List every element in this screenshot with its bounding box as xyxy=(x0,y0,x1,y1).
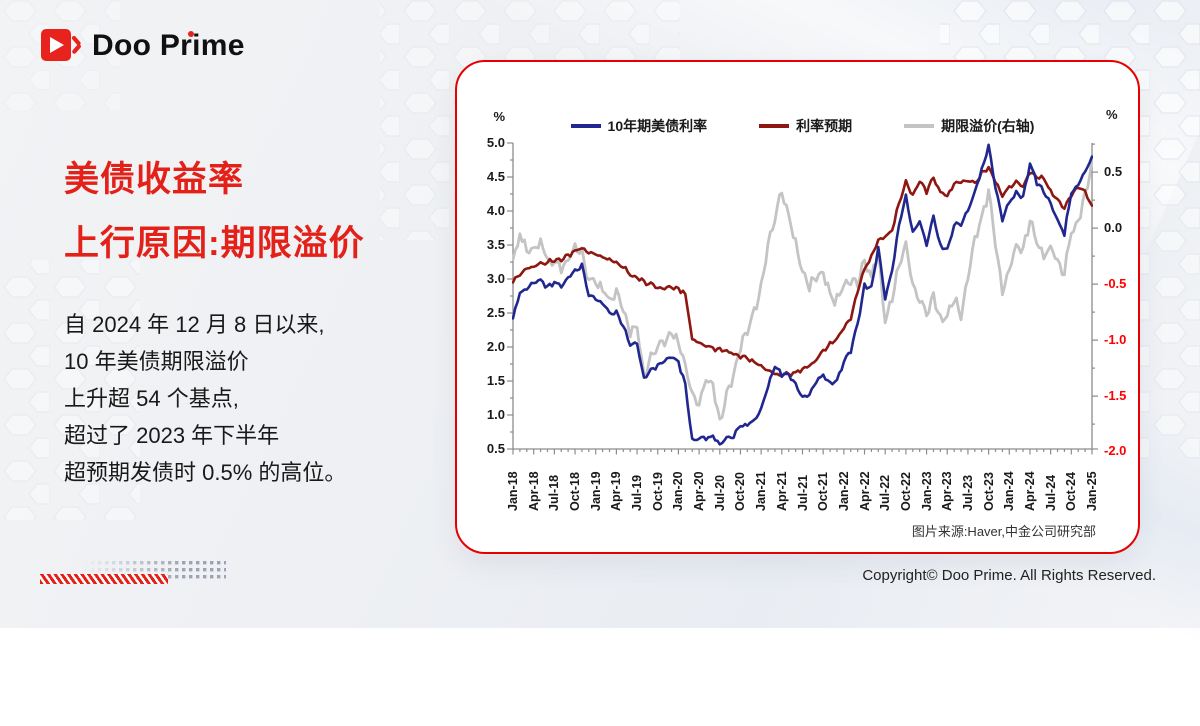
x-axis-tick-label: Jul-23 xyxy=(960,474,975,511)
x-axis-tick-label: Apr-19 xyxy=(609,471,624,511)
legend-item: 期限溢价(右轴) xyxy=(904,116,1034,136)
x-axis-tick-label: Jul-18 xyxy=(547,474,562,511)
legend-label: 利率预期 xyxy=(796,118,853,134)
left-axis-tick-label: 0.5 xyxy=(486,441,505,456)
x-axis-tick-label: Oct-20 xyxy=(733,472,748,511)
legend-label: 10年期美债利率 xyxy=(607,118,708,134)
x-axis-tick-label: Apr-24 xyxy=(1022,471,1037,511)
right-axis-tick-label: -0.5 xyxy=(1104,276,1127,292)
x-axis-tick-label: Jul-24 xyxy=(1043,474,1058,511)
right-axis-tick-label: -2.0 xyxy=(1104,443,1127,458)
copyright-text: Copyright© Doo Prime. All Rights Reserve… xyxy=(862,567,1156,584)
x-axis-tick-label: Oct-24 xyxy=(1064,472,1079,511)
left-axis-tick-label: 2.5 xyxy=(486,305,505,320)
x-axis-tick-label: Jan-23 xyxy=(919,471,934,511)
left-axis-tick-label: 4.0 xyxy=(486,203,505,218)
left-axis-tick-label: 1.5 xyxy=(486,373,505,388)
x-axis-tick-label: Oct-21 xyxy=(816,472,831,511)
legend-label: 期限溢价(右轴) xyxy=(941,118,1035,134)
right-axis-tick-label: -1.5 xyxy=(1104,388,1127,404)
left-axis-tick-label: 3.0 xyxy=(486,271,505,286)
legend-swatch xyxy=(570,124,601,128)
x-axis-tick-label: Jan-22 xyxy=(836,471,851,511)
intro-text: 自 2024 年 12 月 8 日以来, 10 年美债期限溢价 上升超 54 个基点… xyxy=(64,306,346,491)
left-axis-unit: % xyxy=(493,109,505,124)
right-axis-tick-label: 0.5 xyxy=(1104,164,1123,180)
chart-legend: 10年期美债利率 利率预期 期限溢价(右轴) xyxy=(513,116,1092,136)
x-axis-tick-label: Oct-22 xyxy=(898,472,913,511)
brand-i-dot xyxy=(188,31,194,37)
series-line-term-premium xyxy=(512,157,1093,421)
intro-line: 自 2024 年 12 月 8 日以来, xyxy=(64,312,325,337)
intro-line: 10 年美债期限溢价 xyxy=(64,349,249,374)
left-axis-tick-label: 3.5 xyxy=(486,237,505,252)
left-axis-tick-label: 5.0 xyxy=(486,135,505,150)
x-axis-tick-label: Jan-19 xyxy=(588,471,603,511)
x-axis-tick-label: Apr-20 xyxy=(692,471,707,511)
x-axis-tick-label: Jan-25 xyxy=(1085,471,1099,511)
x-axis-tick-label: Oct-18 xyxy=(568,472,583,511)
headline-line: 美债收益率 xyxy=(64,160,245,199)
doo-prime-logo-icon xyxy=(41,29,82,61)
series-line-10y-treasury-yield xyxy=(512,143,1093,446)
line-chart xyxy=(507,142,1098,455)
intro-line: 上升超 54 个基点, xyxy=(64,386,239,411)
x-axis-tick-label: Apr-22 xyxy=(857,471,872,511)
legend-item: 10年期美债利率 xyxy=(570,116,708,136)
intro-line: 超过了 2023 年下半年 xyxy=(64,423,280,448)
chart-card: 10年期美债利率 利率预期 期限溢价(右轴) 5.0 4.5 4.0 3.5 3.0 2.5 2… xyxy=(455,60,1140,554)
x-axis-tick-label: Jan-21 xyxy=(754,471,769,511)
x-axis-tick-label: Oct-23 xyxy=(981,472,996,511)
right-axis-tick-label: 0.0 xyxy=(1104,220,1123,236)
intro-line: 超预期发债时 0.5% 的高位。 xyxy=(64,460,347,485)
left-axis-tick-label: 1.0 xyxy=(486,407,505,422)
x-axis-tick-label: Apr-18 xyxy=(526,471,541,511)
x-axis-tick-label: Jul-21 xyxy=(795,474,810,511)
brand-name-text: Doo Prime xyxy=(92,29,245,62)
x-axis-tick-label: Jul-20 xyxy=(712,474,727,511)
x-axis-tick-label: Jul-19 xyxy=(630,474,645,511)
right-axis-tick-label: -1.0 xyxy=(1104,332,1127,348)
x-axis-tick-label: Jan-24 xyxy=(1002,471,1017,511)
right-axis-unit: % xyxy=(1106,107,1118,122)
x-axis-tick-label: Oct-19 xyxy=(650,472,665,511)
x-axis-tick-label: Apr-21 xyxy=(774,471,789,511)
legend-swatch xyxy=(759,124,790,128)
red-striped-bar-decoration xyxy=(40,574,168,584)
x-axis-tick-label: Apr-23 xyxy=(940,471,955,511)
headline-line: 上行原因:期限溢价 xyxy=(64,224,365,263)
source-note: 图片来源:Haver,中金公司研究部 xyxy=(911,524,1096,539)
doo-prime-logo: Doo Prime xyxy=(40,26,245,66)
left-axis-tick-label: 4.5 xyxy=(486,169,505,184)
x-axis-tick-label: Jul-22 xyxy=(878,474,893,511)
brand-name: Doo Prime xyxy=(92,29,245,63)
left-axis-tick-label: 2.0 xyxy=(486,339,505,354)
x-axis-tick-label: Jan-20 xyxy=(671,471,686,511)
headline: 美债收益率上行原因:期限溢价 xyxy=(64,148,365,276)
legend-swatch xyxy=(904,124,935,128)
x-axis-tick-label: Jan-18 xyxy=(506,471,520,511)
legend-item: 利率预期 xyxy=(759,116,852,136)
